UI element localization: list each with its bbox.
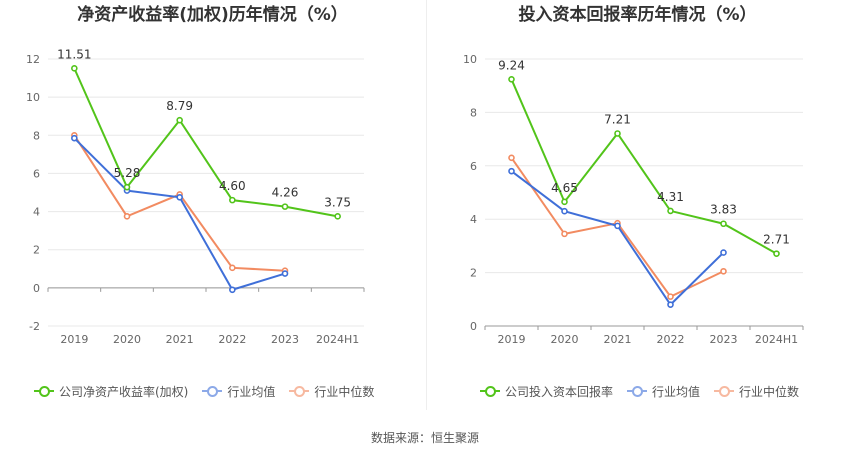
chart-title-roe: 净资产收益率(加权)历年情况（%） (77, 5, 348, 25)
x-tick-label-roe-1: 2020 (113, 333, 141, 346)
data-point-roic-2-1 (561, 230, 568, 238)
data-point-roe-1-2 (176, 193, 183, 201)
legend-roe[interactable]: 公司净资产收益率(加权) 行业均值 行业中位数 (34, 382, 388, 400)
y-tick-label-roic-3: 6 (470, 160, 477, 173)
series-line-roic-0 (510, 78, 777, 255)
data-point-roic-0-3 (667, 207, 674, 215)
legend-swatch-icon (480, 385, 500, 397)
x-tick-label-roic-3: 2022 (657, 333, 685, 346)
legend-item-roe-1[interactable]: 行业均值 (202, 383, 275, 400)
series-line-roe-1 (73, 137, 286, 291)
x-tick-label-roe-2: 2021 (166, 333, 194, 346)
legend-swatch-icon (289, 385, 310, 397)
y-tick-label-roe-3: 4 (33, 206, 40, 219)
chart-roe: -2 0 2 4 6 8 10 12 2019 2020 2021 2022 2023 2024H1 11.… (26, 47, 365, 346)
data-label-roe-2: 8.79 (166, 99, 193, 113)
data-point-roe-0-1 (123, 183, 131, 191)
data-label-roic-5: 2.71 (763, 233, 790, 247)
data-label-roic-3: 4.31 (657, 190, 684, 204)
legend-label: 公司投入资本回报率 (505, 384, 614, 399)
data-label-roe-1: 5.28 (114, 166, 141, 180)
data-label-roe-5: 3.75 (324, 195, 351, 209)
legend-label: 行业中位数 (739, 384, 800, 399)
data-point-roic-2-3 (667, 293, 674, 300)
x-tick-label-roe-3: 2022 (218, 333, 246, 346)
y-tick-label-roe-5: 8 (33, 129, 40, 142)
x-tick-label-roe-4: 2023 (271, 333, 299, 346)
data-point-roe-1-0 (71, 134, 78, 142)
data-point-roic-2-0 (508, 154, 515, 162)
legend-item-roic-2[interactable]: 行业中位数 (714, 383, 799, 400)
data-point-roe-0-5 (334, 213, 341, 220)
chart-title-roic: 投入资本回报率历年情况（%） (518, 5, 757, 25)
x-tick-label-roic-4: 2023 (710, 333, 738, 346)
chart-roic: 0 2 4 6 8 10 2019 2020 2021 2022 2023 2024H1 9.24 4.6… (463, 53, 804, 346)
legend-item-roic-0[interactable]: 公司投入资本回报率 (480, 383, 613, 400)
data-label-roe-4: 4.26 (272, 186, 299, 200)
y-tick-label-roe-7: 12 (26, 53, 40, 66)
series-line-roe-0 (73, 67, 338, 218)
y-tick-label-roe-1: 0 (33, 282, 40, 295)
data-source-note: 数据来源：恒生聚源 (370, 431, 479, 445)
data-point-roic-0-2 (614, 130, 621, 137)
y-tick-label-roe-4: 6 (33, 167, 40, 180)
legend-label: 行业均值 (227, 384, 276, 399)
legend-item-roic-1[interactable]: 行业均值 (627, 383, 700, 400)
data-point-roic-0-0 (508, 75, 515, 83)
data-point-roe-0-0 (71, 65, 78, 72)
data-label-roe-3: 4.60 (219, 179, 246, 193)
data-point-roe-2-1 (123, 213, 131, 220)
x-tick-label-roe-0: 2019 (60, 333, 88, 346)
y-tick-label-roic-1: 2 (470, 267, 477, 280)
series-line-roic-1 (510, 170, 725, 307)
legend-swatch-icon (202, 385, 223, 397)
legend-item-roe-2[interactable]: 行业中位数 (289, 383, 374, 400)
legend-label: 公司净资产收益率(加权) (59, 384, 189, 399)
panel-divider (426, 0, 427, 410)
legend-swatch-icon (627, 385, 648, 397)
data-point-roe-1-4 (281, 270, 289, 277)
legend-label: 行业均值 (652, 384, 701, 399)
y-tick-label-roic-0: 0 (470, 320, 477, 333)
data-point-roic-1-0 (508, 167, 515, 175)
data-label-roic-4: 3.83 (710, 203, 737, 217)
legend-swatch-icon (34, 385, 54, 397)
data-point-roic-1-2 (614, 222, 621, 230)
legend-swatch-icon (714, 385, 735, 397)
data-point-roic-0-4 (720, 220, 727, 228)
data-point-roic-1-4 (720, 249, 727, 256)
y-tick-label-roic-2: 4 (470, 213, 477, 226)
data-point-roe-1-3 (229, 286, 236, 294)
legend-label: 行业中位数 (314, 384, 375, 399)
x-tick-label-roic-5: 2024H1 (755, 333, 798, 346)
x-tick-label-roic-1: 2020 (551, 333, 579, 346)
data-label-roic-2: 7.21 (604, 112, 631, 126)
data-point-roe-0-3 (229, 196, 236, 204)
x-tick-label-roic-2: 2021 (604, 333, 632, 346)
x-tick-label-roic-0: 2019 (498, 333, 526, 346)
legend-item-roe-0[interactable]: 公司净资产收益率(加权) (34, 383, 188, 400)
data-point-roic-0-5 (773, 250, 780, 257)
data-point-roic-2-4 (720, 267, 727, 275)
data-label-roic-0: 9.24 (498, 58, 525, 72)
data-point-roe-0-2 (176, 116, 183, 124)
data-point-roe-0-4 (281, 203, 289, 210)
y-tick-label-roic-4: 8 (470, 106, 477, 119)
data-point-roic-0-1 (561, 198, 568, 206)
legend-roic[interactable]: 公司投入资本回报率 行业均值 行业中位数 (480, 382, 813, 400)
data-point-roic-1-1 (561, 207, 568, 215)
x-tick-label-roe-5: 2024H1 (316, 333, 359, 346)
y-tick-label-roe-2: 2 (33, 244, 40, 257)
y-tick-label-roe-6: 10 (26, 91, 40, 104)
data-label-roe-0: 11.51 (57, 47, 91, 61)
y-tick-label-roe-0: -2 (29, 320, 40, 333)
data-point-roic-1-3 (667, 301, 674, 308)
data-label-roic-1: 4.65 (551, 181, 578, 195)
data-point-roe-2-3 (229, 264, 236, 272)
y-tick-label-roic-5: 10 (463, 53, 477, 66)
